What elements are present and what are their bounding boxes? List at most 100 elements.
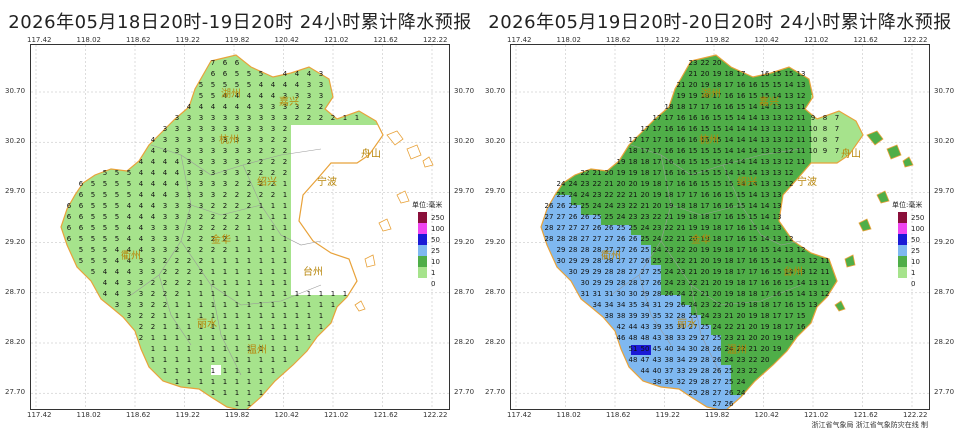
precip-cell [191,285,201,295]
grid-value: 4 [103,279,108,287]
city-label: 嘉兴 [759,95,779,108]
grid-value: 12 [785,180,794,188]
grid-value: 1 [283,323,287,331]
precip-cell [721,195,731,205]
precip-cell [671,275,681,285]
precip-cell [211,255,221,265]
precip-cell [121,305,131,315]
grid-value: 26 [605,224,614,232]
precip-cell [641,405,651,409]
grid-value: 8 [823,125,827,133]
grid-value: 10 [809,125,818,133]
grid-value: 15 [785,70,794,78]
precip-cell [591,55,601,65]
grid-value: 13 [785,92,794,100]
grid-value: 1 [235,389,239,397]
precip-cell [371,115,381,125]
precip-cell [521,355,531,365]
precip-cell [291,145,301,155]
precip-cell [161,215,171,225]
precip-cell [251,115,261,125]
grid-value: 1 [283,290,287,298]
grid-value: 18 [749,290,758,298]
precip-cell [851,125,861,135]
precip-cell [71,255,81,265]
precip-cell [51,375,61,385]
precip-cell [721,245,731,255]
precip-cell [311,375,321,385]
precip-cell [71,115,81,125]
precip-cell [301,95,311,105]
precip-cell [911,315,921,325]
precip-cell [571,95,581,105]
precip-cell [141,195,151,205]
precip-cell [531,385,541,395]
precip-cell [741,385,751,395]
precip-cell [891,305,901,315]
lat-tick-label: 29.70 [454,187,475,196]
precip-cell [811,45,821,55]
precip-cell [561,205,571,215]
grid-value: 16 [665,169,674,177]
grid-value: 2 [151,312,155,320]
precip-cell [261,155,271,165]
grid-value: 31 [581,290,590,298]
precip-cell [921,305,930,315]
precip-cell [191,235,201,245]
grid-value: 38 [653,378,662,386]
precip-cell [101,85,111,95]
precip-cell [201,375,211,385]
precip-cell [871,255,881,265]
precip-cell [531,215,541,225]
precip-cell [411,125,421,135]
precip-cell [601,255,611,265]
precip-cell [541,265,551,275]
precip-cell [821,55,831,65]
city-label: 台州 [783,265,803,278]
precip-cell [901,45,911,55]
precip-cell [171,195,181,205]
grid-value: 46 [617,334,626,342]
precip-cell [751,405,761,409]
precip-cell [101,135,111,145]
precip-cell [31,255,41,265]
grid-value: 16 [725,202,734,210]
precip-cell [311,115,321,125]
grid-value: 23 [737,367,746,375]
precip-cell [551,55,561,65]
precip-cell [111,55,121,65]
precip-cell [211,145,221,155]
grid-value: 16 [689,180,698,188]
precip-cell [71,325,81,335]
grid-value: 1 [175,367,179,375]
precip-cell [791,315,801,325]
precip-cell [281,195,291,205]
precip-cell [61,225,71,235]
precip-cell [571,355,581,365]
precip-cell [171,205,181,215]
precip-cell [381,355,383,365]
precip-cell [211,235,221,245]
precip-cell [381,235,383,245]
precip-cell [851,295,861,305]
precip-cell [121,65,131,75]
precip-cell [41,315,51,325]
precip-cell [591,335,601,345]
precip-cell [731,235,741,245]
grid-value: 28 [701,345,710,353]
precip-cell [131,55,141,65]
precip-cell [71,305,81,315]
precip-cell [341,395,351,405]
precip-cell [791,75,801,85]
precip-cell [391,375,401,385]
grid-value: 4 [127,246,132,254]
grid-value: 16 [677,169,686,177]
precip-cell [401,375,411,385]
grid-value: 34 [617,301,626,309]
precip-cell [561,365,571,375]
precip-cell [881,235,891,245]
grid-value: 2 [223,235,227,243]
precip-cell [661,245,671,255]
precip-cell [291,165,301,175]
precip-cell [231,155,241,165]
